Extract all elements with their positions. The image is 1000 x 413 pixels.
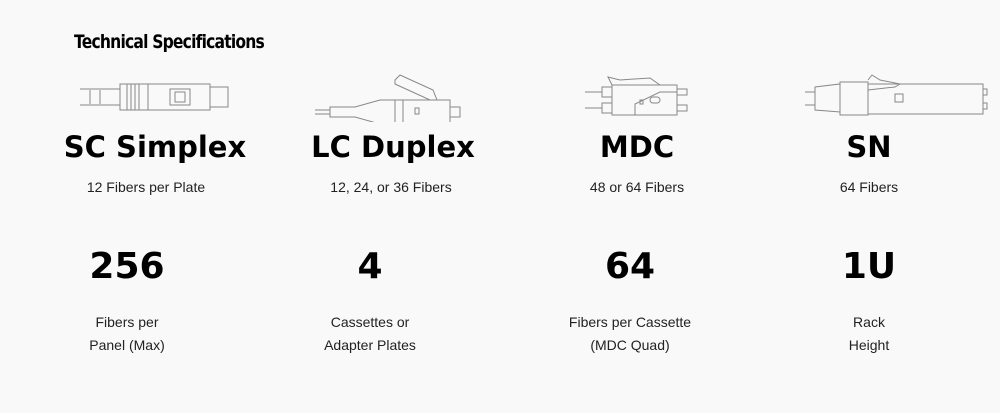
connector-name-sn: SN — [846, 130, 892, 164]
connector-name-lc-duplex: LC Duplex — [311, 130, 475, 164]
stat-value-fibers-per-cassette: 64 — [604, 246, 656, 287]
page-title: Technical Specifications — [74, 31, 265, 53]
connector-sub-sc-simplex: 12 Fibers per Plate — [86, 179, 206, 195]
connector-name-mdc: MDC — [599, 130, 675, 164]
stat-label-line: Panel (Max) — [89, 337, 165, 353]
stat-value-rack-height: 1U — [841, 246, 897, 287]
connector-sub-mdc: 48 or 64 Fibers — [589, 179, 685, 195]
connector-name-sc-simplex: SC Simplex — [63, 130, 247, 164]
stat-label-line: Adapter Plates — [324, 337, 416, 353]
stat-label-fibers-per-cassette: Fibers per Cassette (MDC Quad) — [510, 311, 750, 357]
stat-label-line: Fibers per Cassette — [568, 314, 692, 330]
stat-label-line: Cassettes or — [330, 314, 410, 330]
stat-value-cassettes: 4 — [357, 246, 383, 287]
stat-label-line: (MDC Quad) — [590, 337, 670, 353]
connector-sub-lc-duplex: 12, 24, or 36 Fibers — [330, 179, 452, 195]
stat-label-line: Fibers per — [95, 314, 159, 330]
connector-sub-sn: 64 Fibers — [839, 179, 899, 195]
stat-value-fibers-per-panel: 256 — [89, 246, 165, 287]
stat-label-fibers-per-panel: Fibers per Panel (Max) — [7, 311, 247, 357]
lc-duplex-connector-icon — [315, 74, 461, 122]
stat-label-cassettes: Cassettes or Adapter Plates — [250, 311, 490, 357]
stat-label-line: Height — [848, 337, 890, 353]
stat-label-rack-height: Rack Height — [749, 311, 989, 357]
sn-connector-icon — [805, 74, 988, 116]
mdc-connector-icon — [585, 76, 688, 116]
stat-label-line: Rack — [853, 314, 885, 330]
sc-simplex-connector-icon — [80, 83, 229, 111]
